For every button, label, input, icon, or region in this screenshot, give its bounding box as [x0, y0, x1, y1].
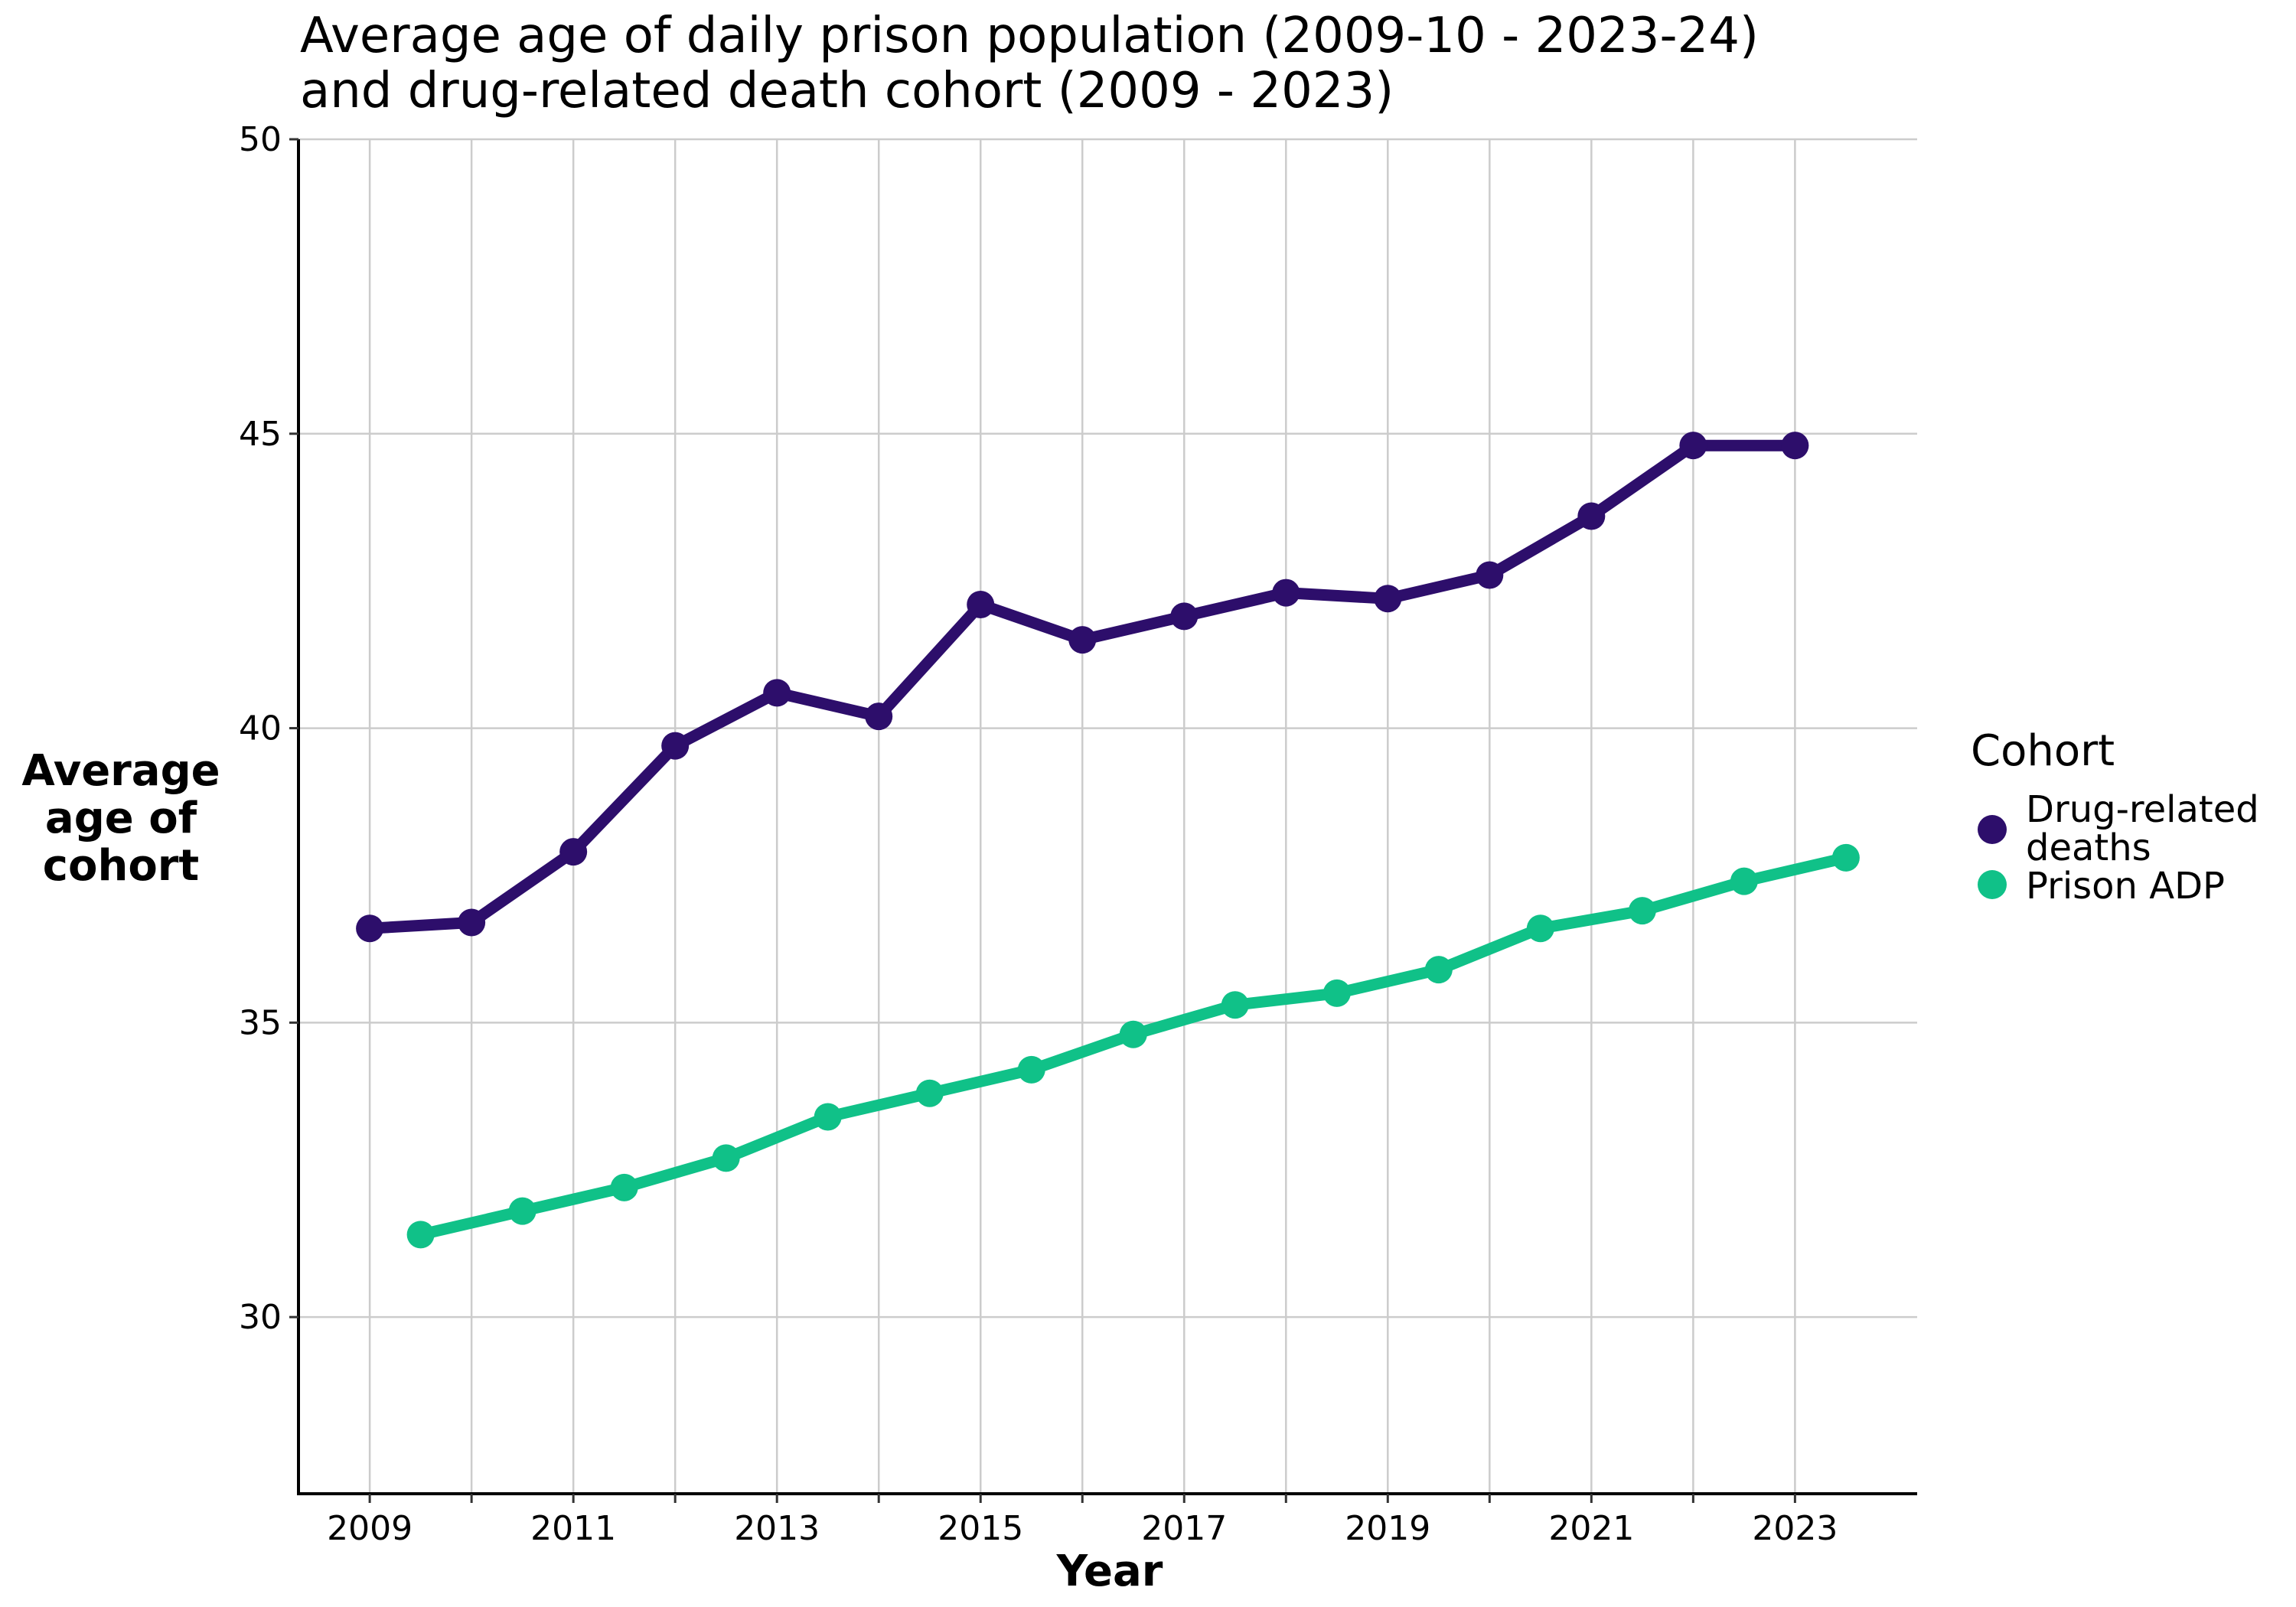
chart-title-line-2: and drug-related death cohort (2009 - 20…	[300, 63, 1394, 119]
legend-label-drug-related-deaths: deaths	[2026, 826, 2151, 869]
y-tick-label: 50	[239, 120, 282, 159]
prison-adp-point	[406, 1221, 435, 1249]
data-series	[356, 432, 1860, 1249]
prison-adp-point	[1017, 1055, 1045, 1084]
prison-adp-point	[1119, 1020, 1147, 1048]
axes: 2009 2011 2013 2015 2017 2019 2021 2023 30 35 40 45…	[239, 120, 1917, 1548]
prison-adp-point	[1831, 843, 1860, 872]
prison-adp-point	[610, 1173, 638, 1201]
drug-related-deaths-point	[1272, 579, 1300, 607]
x-tick-label: 2019	[1345, 1509, 1430, 1548]
drug-related-deaths-point	[356, 914, 384, 943]
drug-related-deaths-point	[1781, 432, 1809, 460]
legend-label-drug-related-deaths: Drug-related	[2026, 788, 2259, 831]
y-tick-label: 40	[239, 709, 282, 748]
legend-key-drug-related-deaths	[1978, 815, 2007, 844]
drug-related-deaths-point	[1577, 502, 1606, 530]
x-axis-title: Year	[1056, 1547, 1163, 1596]
y-axis-title: Average age of cohort	[21, 746, 220, 891]
gridlines	[298, 138, 1917, 1494]
x-tick-label: 2021	[1548, 1509, 1634, 1548]
y-tick-label: 35	[239, 1003, 282, 1042]
x-tick-label: 2015	[938, 1509, 1023, 1548]
y-axis-title-line-1: Average	[21, 746, 220, 796]
prison-adp-point	[1322, 979, 1351, 1007]
drug-related-deaths-point	[559, 838, 588, 866]
x-tick-label: 2023	[1752, 1509, 1838, 1548]
x-tick-label: 2013	[734, 1509, 820, 1548]
drug-related-deaths-point	[458, 908, 486, 937]
drug-related-deaths-point	[1170, 602, 1199, 631]
prison-adp-point	[1424, 956, 1453, 984]
legend-label-prison-adp: Prison ADP	[2026, 865, 2225, 908]
legend-title: Cohort	[1971, 726, 2115, 776]
y-axis-title-line-2: age of	[45, 794, 197, 843]
chart-title: Average age of daily prison population (…	[300, 8, 1759, 119]
y-tick-label: 30	[239, 1298, 282, 1337]
chart-title-line-1: Average age of daily prison population (…	[300, 8, 1759, 64]
drug-related-deaths-point	[1374, 585, 1402, 613]
x-tick-label: 2009	[327, 1509, 413, 1548]
prison-adp-point	[1628, 897, 1656, 925]
prison-adp-point	[508, 1197, 536, 1225]
prison-adp-point	[1221, 991, 1249, 1019]
prison-adp-point	[712, 1144, 740, 1172]
drug-related-deaths-point	[967, 590, 995, 618]
drug-related-deaths-point	[661, 732, 690, 760]
drug-related-deaths-point	[1476, 561, 1504, 589]
y-axis-title-line-3: cohort	[43, 841, 199, 891]
prison-adp-point	[814, 1103, 842, 1131]
prison-adp-point	[915, 1079, 944, 1107]
x-tick-label: 2017	[1141, 1509, 1227, 1548]
legend-key-prison-adp	[1978, 870, 2007, 899]
x-tick-label: 2011	[530, 1509, 616, 1548]
prison-adp-point	[1526, 914, 1554, 943]
prison-adp-point	[1730, 867, 1758, 895]
drug-related-deaths-point	[763, 679, 791, 707]
drug-related-deaths-point	[1068, 626, 1097, 654]
y-tick-label: 45	[239, 415, 282, 454]
drug-related-deaths-point	[865, 702, 893, 731]
drug-related-deaths-point	[1679, 432, 1707, 460]
